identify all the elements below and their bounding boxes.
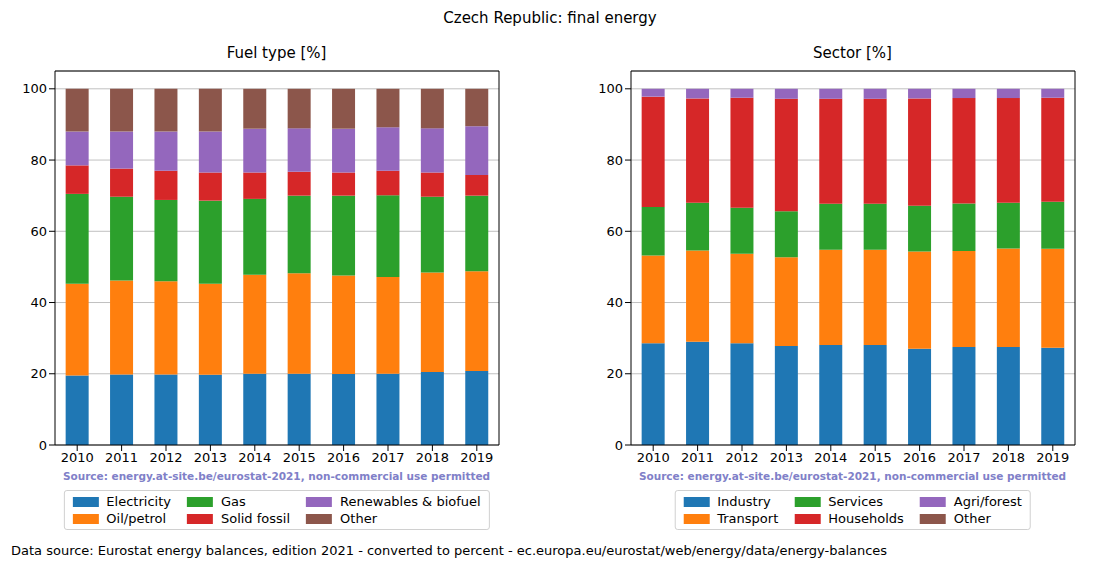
svg-text:2016: 2016 — [327, 450, 360, 465]
svg-text:0: 0 — [615, 438, 623, 453]
html-text:Source: energy.at-site.be/euro: Source: energy.at-site.be/eurostat-2021,… — [62, 470, 491, 482]
html-text:Sector [%]: Sector [%] — [813, 44, 892, 62]
svg-text:100: 100 — [22, 81, 47, 96]
html-text:Agri/forest: Agri/forest — [953, 494, 1022, 509]
svg-text:2014: 2014 — [238, 450, 271, 465]
svg-text:40: 40 — [30, 295, 47, 310]
html-text:Services: Services — [828, 494, 884, 509]
svg-text:80: 80 — [30, 153, 47, 168]
svg-text:2019: 2019 — [1036, 450, 1069, 465]
html-text:Gas: Gas — [220, 494, 246, 509]
svg-text:2010: 2010 — [61, 450, 94, 465]
svg-text:2013: 2013 — [194, 450, 227, 465]
svg-text:2015: 2015 — [283, 450, 316, 465]
html-text:Solid fossil: Solid fossil — [220, 511, 291, 526]
html-text:Transport: Transport — [717, 511, 779, 526]
svg-text:2018: 2018 — [416, 450, 449, 465]
svg-text:100: 100 — [598, 81, 623, 96]
svg-text:2016: 2016 — [903, 450, 936, 465]
svg-text:2017: 2017 — [371, 450, 404, 465]
svg-text:2015: 2015 — [859, 450, 892, 465]
html-text:Czech Republic: final energy: Czech Republic: final energy — [443, 9, 657, 27]
html-text:Oil/petrol: Oil/petrol — [106, 511, 167, 526]
svg-text:60: 60 — [606, 224, 623, 239]
html-text:Fuel type [%]: Fuel type [%] — [226, 44, 327, 62]
svg-text:60: 60 — [30, 224, 47, 239]
html-text:Other: Other — [340, 511, 377, 526]
html-text:Other: Other — [953, 511, 991, 526]
html-text:Electricity: Electricity — [106, 494, 171, 509]
svg-text:40: 40 — [606, 295, 623, 310]
svg-text:2017: 2017 — [947, 450, 980, 465]
html-text:Industry: Industry — [717, 494, 771, 509]
html-text:Data source: Eurostat energy b: Data source: Eurostat energy balances, e… — [11, 543, 888, 558]
svg-text:2011: 2011 — [681, 450, 714, 465]
html-text:Renewables & biofuel: Renewables & biofuel — [340, 494, 481, 509]
svg-text:80: 80 — [606, 153, 623, 168]
svg-text:2013: 2013 — [770, 450, 803, 465]
svg-text:2011: 2011 — [105, 450, 138, 465]
html-text:Source: energy.at-site.be/euro: Source: energy.at-site.be/eurostat-2021,… — [638, 470, 1067, 482]
svg-text:2010: 2010 — [637, 450, 670, 465]
svg-text:2018: 2018 — [992, 450, 1025, 465]
svg-text:20: 20 — [30, 366, 47, 381]
html-text:Households: Households — [828, 511, 904, 526]
svg-text:2019: 2019 — [460, 450, 493, 465]
svg-text:2012: 2012 — [149, 450, 182, 465]
svg-text:0: 0 — [39, 438, 47, 453]
svg-text:2014: 2014 — [814, 450, 847, 465]
svg-text:2012: 2012 — [725, 450, 758, 465]
svg-text:20: 20 — [606, 366, 623, 381]
